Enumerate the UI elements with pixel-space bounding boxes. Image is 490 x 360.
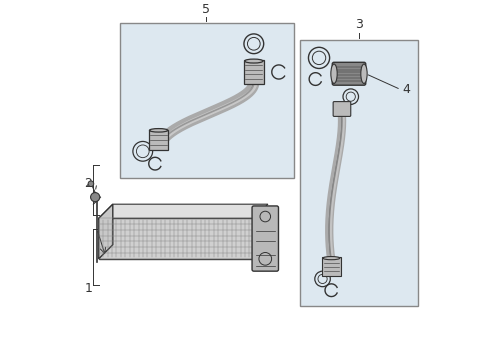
- Text: 2: 2: [84, 176, 92, 189]
- Text: 5: 5: [202, 3, 210, 15]
- Ellipse shape: [361, 64, 367, 84]
- FancyBboxPatch shape: [300, 40, 418, 306]
- FancyBboxPatch shape: [244, 60, 264, 84]
- FancyBboxPatch shape: [120, 23, 294, 178]
- FancyBboxPatch shape: [149, 130, 169, 150]
- Ellipse shape: [149, 129, 168, 132]
- Ellipse shape: [245, 59, 263, 63]
- Ellipse shape: [323, 257, 340, 260]
- FancyBboxPatch shape: [332, 62, 366, 85]
- FancyBboxPatch shape: [252, 206, 278, 271]
- Circle shape: [88, 181, 94, 186]
- FancyBboxPatch shape: [333, 102, 351, 116]
- Text: 1: 1: [84, 282, 92, 295]
- Polygon shape: [98, 204, 113, 259]
- FancyBboxPatch shape: [98, 218, 254, 259]
- FancyBboxPatch shape: [322, 257, 341, 276]
- Ellipse shape: [331, 64, 337, 84]
- Text: 3: 3: [355, 18, 363, 31]
- Polygon shape: [98, 204, 268, 218]
- Circle shape: [91, 193, 100, 202]
- Text: 4: 4: [402, 83, 410, 96]
